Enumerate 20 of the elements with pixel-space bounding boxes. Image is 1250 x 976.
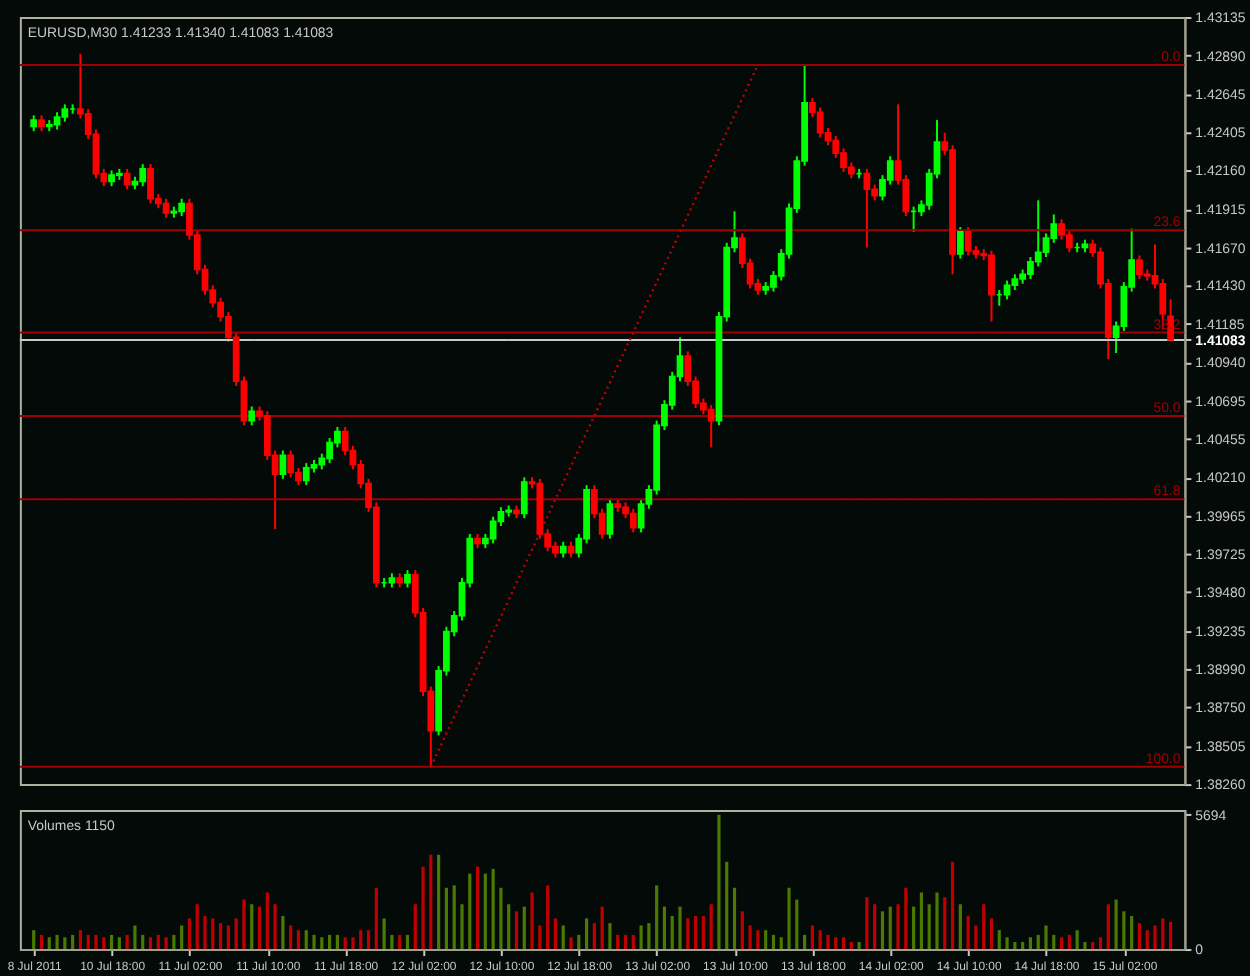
candlestick <box>988 249 995 323</box>
candlestick <box>1136 254 1143 281</box>
candlestick <box>302 462 310 487</box>
candlestick <box>123 167 131 191</box>
candlestick <box>1034 199 1042 268</box>
candlestick <box>520 476 528 520</box>
candlestick <box>606 498 614 540</box>
candlestick <box>956 226 964 260</box>
candlestick <box>629 507 637 534</box>
candlestick <box>162 197 170 219</box>
candlestick <box>489 515 497 545</box>
candlestick <box>139 163 147 188</box>
candlestick <box>964 226 972 257</box>
candlestick <box>1003 279 1011 301</box>
candlestick <box>279 449 287 480</box>
candlestick <box>816 106 824 139</box>
candlestick <box>287 449 295 479</box>
candlestick <box>248 405 256 427</box>
candlestick <box>147 163 154 205</box>
candlestick <box>707 403 715 449</box>
